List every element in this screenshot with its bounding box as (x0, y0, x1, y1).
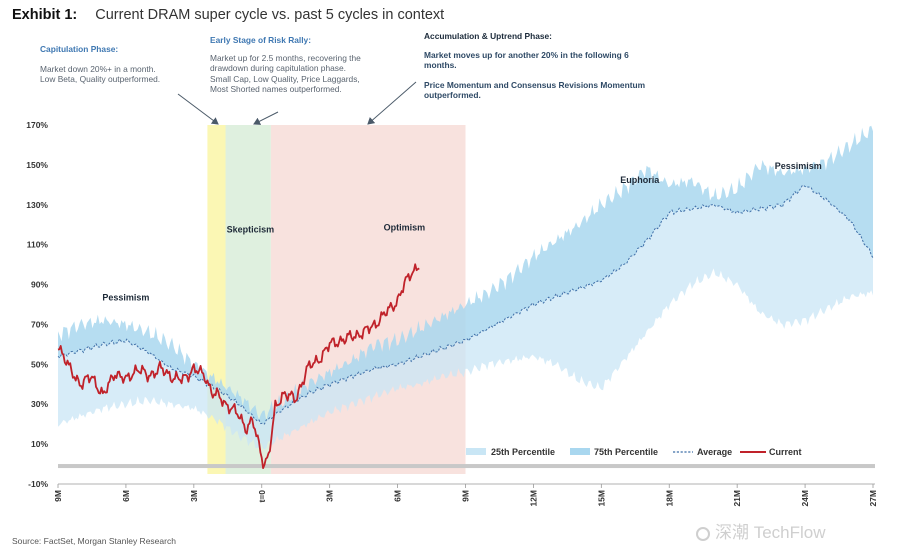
annotation-early-stage-line1: Market up for 2.5 months, recovering the (210, 52, 361, 63)
phase-label: Optimism (384, 223, 426, 233)
current-line (57, 263, 420, 469)
y-tick-label: 50% (31, 359, 48, 369)
chart-title: Current DRAM super cycle vs. past 5 cycl… (95, 7, 445, 23)
x-tick-label: 9M (53, 490, 63, 502)
annotation-early-stage-title: Early Stage of Risk Rally: (210, 35, 312, 45)
x-tick-label: 6M (121, 490, 131, 502)
exhibit-label: Exhibit 1: (12, 7, 78, 23)
x-tick-label: 3M (325, 490, 335, 502)
x-tick-label: 6M (393, 490, 403, 502)
watermark-logo-icon (696, 527, 710, 541)
legend-label-25th: 25th Percentile (491, 447, 555, 457)
band-75th-percentile (58, 125, 873, 424)
source-note: Source: FactSet, Morgan Stanley Research (12, 536, 176, 546)
legend-label-current: Current (769, 447, 802, 457)
annotation-accumulation-p2a: Price Momentum and Consensus Revisions M… (424, 79, 646, 90)
y-tick-label: -10% (28, 479, 48, 489)
legend-swatch-25th (466, 448, 486, 455)
legend-label-average: Average (697, 447, 732, 457)
annotation-accumulation: Accumulation & Uptrend Phase: Market mov… (424, 31, 684, 101)
annotation-early-stage-line2: drawdown during capitulation phase. (210, 63, 346, 74)
arrow-capitulation (177, 93, 219, 125)
phase-label: Euphoria (620, 175, 660, 185)
annotation-accumulation-p1b: months. (424, 60, 457, 71)
y-tick-label: 90% (31, 280, 48, 290)
x-tick-label: 9M (461, 490, 471, 502)
x-tick-label: 12M (528, 490, 538, 507)
annotation-early-stage-line3: Small Cap, Low Quality, Price Laggards, (210, 73, 360, 84)
y-tick-label: 10% (31, 439, 48, 449)
exhibit-header: Exhibit 1: Current DRAM super cycle vs. p… (12, 7, 444, 23)
x-tick-label: 24M (800, 490, 810, 507)
annotation-capitulation-line2: Low Beta, Quality outperformed. (40, 74, 161, 85)
annotation-capitulation-line1: Market down 20%+ in a month. (40, 63, 156, 74)
annotation-accumulation-title: Accumulation & Uptrend Phase: (424, 31, 552, 41)
zero-baseline (58, 464, 875, 469)
annotation-accumulation-p2b: outperformed. (424, 90, 481, 101)
y-tick-label: 170% (26, 120, 48, 130)
y-tick-label: 70% (31, 319, 48, 329)
watermark-text: 深潮 TechFlow (715, 523, 826, 542)
x-tick-label: t=0 (257, 490, 267, 503)
phase-label: Skepticism (227, 225, 275, 235)
annotation-early-stage-line4: Most Shorted names outperformed. (210, 84, 342, 95)
x-tick-label: 15M (596, 490, 606, 507)
average-line (57, 184, 874, 425)
legend-swatch-75th (570, 448, 590, 455)
annotation-accumulation-p1a: Market moves up for another 20% in the f… (424, 49, 629, 60)
phase-label: Pessimism (102, 293, 149, 303)
arrow-accumulation (367, 81, 417, 125)
x-tick-label: 21M (732, 490, 742, 507)
legend-label-75th: 75th Percentile (594, 447, 658, 457)
x-tick-label: 3M (189, 490, 199, 502)
y-tick-label: 30% (31, 399, 48, 409)
arrow-early-stage (253, 111, 279, 125)
x-tick-label: 18M (664, 490, 674, 507)
y-tick-label: 110% (27, 240, 49, 250)
annotation-capitulation: Capitulation Phase: Market down 20%+ in … (40, 44, 210, 85)
y-tick-label: 130% (26, 200, 48, 210)
y-tick-label: 150% (26, 160, 48, 170)
x-tick-label: 27M (868, 490, 878, 507)
watermark: 深潮 TechFlow (696, 518, 826, 543)
phase-label: Pessimism (775, 161, 822, 171)
band-25th-percentile (58, 185, 873, 450)
annotation-early-stage: Early Stage of Risk Rally: Market up for… (210, 35, 410, 95)
annotation-capitulation-title: Capitulation Phase: (40, 44, 119, 54)
